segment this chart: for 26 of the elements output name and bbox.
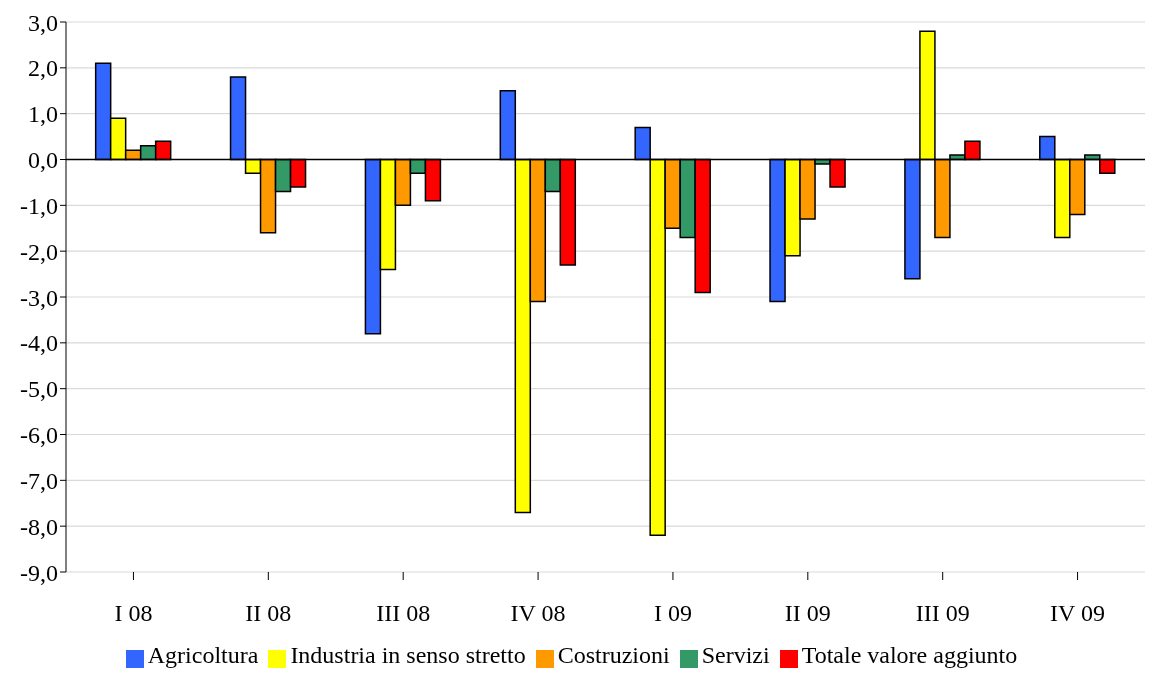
- legend-label: Costruzioni: [557, 642, 670, 668]
- y-tick-label: 0,0: [28, 147, 58, 174]
- y-tick-label: -5,0: [20, 376, 58, 403]
- legend-label: Servizi: [701, 642, 770, 668]
- y-tick-label: -2,0: [20, 238, 58, 265]
- y-tick-label: 2,0: [28, 55, 58, 82]
- legend-label: Industria in senso stretto: [290, 642, 526, 668]
- legend-label: Agricoltura: [147, 642, 259, 668]
- y-tick-label: -3,0: [20, 284, 58, 311]
- legend-label: Totale valore aggiunto: [801, 642, 1018, 668]
- y-tick-label: -7,0: [20, 467, 58, 494]
- y-tick-label: 1,0: [28, 101, 58, 128]
- x-tick-label: III 08: [376, 600, 431, 627]
- y-tick-label: -9,0: [20, 559, 58, 586]
- x-tick-label: II 09: [784, 600, 831, 627]
- x-tick-label: III 09: [915, 600, 970, 627]
- y-tick-label: -6,0: [20, 422, 58, 449]
- y-tick-label: 3,0: [28, 9, 58, 36]
- x-tick-label: II 08: [245, 600, 292, 627]
- x-tick-label: I 09: [653, 600, 692, 627]
- y-tick-label: -8,0: [20, 513, 58, 540]
- y-tick-label: -4,0: [20, 330, 58, 357]
- x-tick-label: IV 09: [1050, 600, 1106, 627]
- x-tick-label: I 08: [114, 600, 153, 627]
- y-tick-label: -1,0: [20, 192, 58, 219]
- x-tick-label: IV 08: [510, 600, 566, 627]
